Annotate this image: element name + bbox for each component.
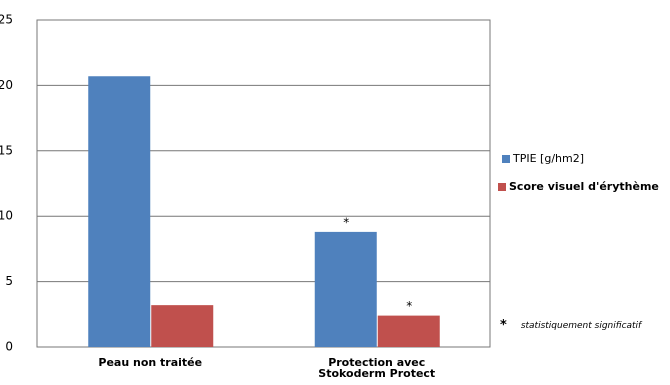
y-tick-label: 10 [0, 209, 13, 223]
y-tick-label: 25 [0, 13, 13, 27]
x-tick-label: Protection avec Stokoderm Protect [318, 356, 436, 380]
x-tick-label: Peau non traitée [98, 356, 203, 369]
y-tick-label: 0 [5, 340, 13, 354]
y-tick-label: 20 [0, 78, 13, 92]
bar [314, 231, 377, 347]
bar [88, 76, 151, 347]
footnote-text: statistiquement significatif [520, 320, 642, 331]
significance-label: * [406, 299, 412, 313]
footnote: * statistiquement significatif [500, 318, 641, 333]
bar [377, 315, 440, 347]
bar [151, 305, 214, 347]
y-tick-label: 15 [0, 143, 13, 157]
plot-border [36, 19, 491, 348]
legend-entry: Score visuel d'érythème [498, 180, 659, 193]
legend-entry: TPIE [g/hm2] [502, 152, 584, 165]
legend-label: TPIE [g/hm2] [513, 152, 585, 165]
legend-label: Score visuel d'érythème [509, 180, 659, 193]
significance-label: * [343, 215, 349, 229]
footnote-symbol: * [500, 318, 507, 333]
legend-swatch [502, 154, 510, 163]
legend-swatch [498, 182, 506, 191]
y-tick-label: 5 [5, 274, 13, 288]
